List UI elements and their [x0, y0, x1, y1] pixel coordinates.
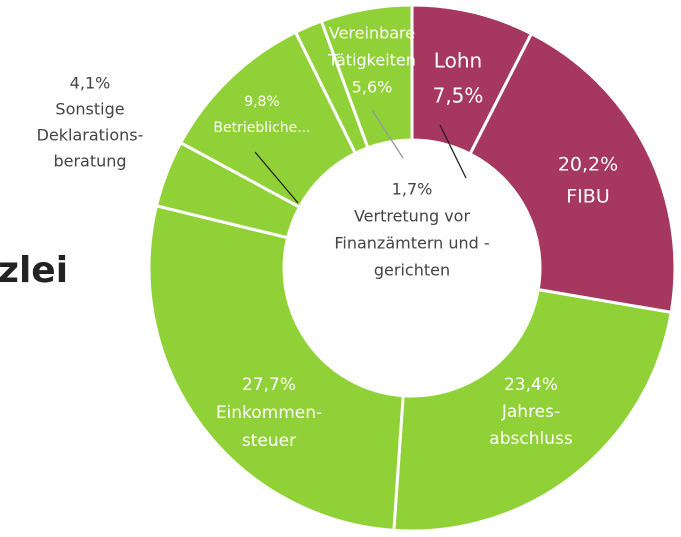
- category-label: beratung: [53, 152, 126, 171]
- donut-segment: [147, 203, 405, 532]
- category-label: gerichten: [374, 261, 450, 280]
- value-label: 4,1%: [70, 74, 111, 93]
- value-label: 9,8%: [244, 94, 280, 110]
- value-label: 7,5%: [433, 84, 484, 108]
- category-label: Vertretung vor: [354, 207, 471, 226]
- category-label: steuer: [242, 431, 296, 451]
- value-label: 1,7%: [392, 180, 433, 199]
- category-label: Finanzämtern und -: [334, 234, 489, 253]
- category-label: Vereinbare: [329, 24, 415, 43]
- inner-ring: [283, 139, 541, 397]
- leader-line: [254, 151, 299, 204]
- category-label: Tätigkeiten: [327, 51, 416, 70]
- value-label: 5,6%: [352, 78, 393, 97]
- heading: zlei: [0, 250, 68, 291]
- category-label: FIBU: [566, 186, 609, 208]
- category-label: Jahres-: [501, 402, 560, 422]
- leader-line: [371, 109, 404, 159]
- leader-line: [439, 124, 467, 179]
- value-label: 23,4%: [504, 375, 558, 395]
- category-label: Sonstige: [55, 100, 124, 119]
- category-label: Betriebliche...: [213, 120, 310, 136]
- value-label: 20,2%: [558, 154, 618, 176]
- category-label: Einkommen-: [216, 403, 322, 423]
- category-label: abschluss: [489, 429, 573, 449]
- value-label: 27,7%: [242, 375, 296, 395]
- category-label: Deklarations-: [37, 126, 144, 145]
- category-label: Lohn: [434, 49, 482, 73]
